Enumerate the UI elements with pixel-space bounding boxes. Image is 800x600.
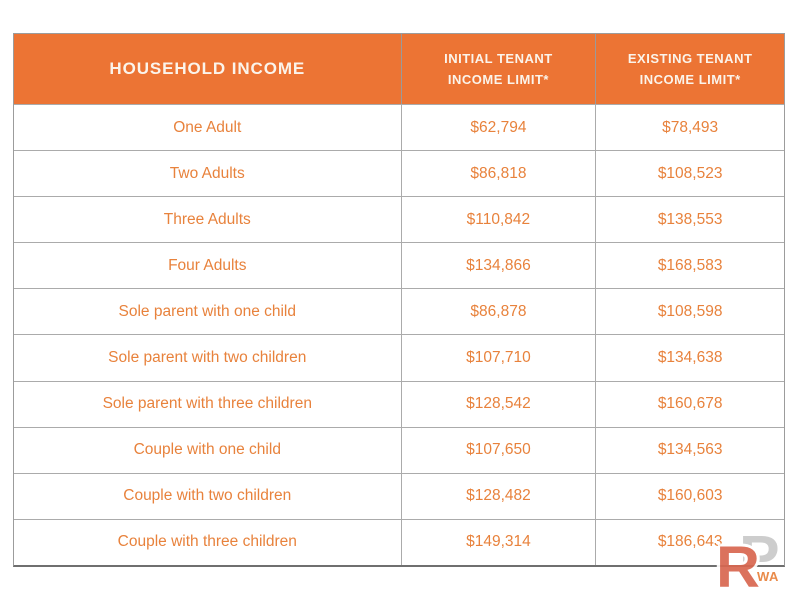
table-row: Two Adults $86,818 $108,523 (14, 150, 784, 197)
table-row: Sole parent with one child $86,878 $108,… (14, 288, 784, 335)
initial-limit-cell: $128,542 (400, 381, 596, 427)
table-row: One Adult $62,794 $78,493 (14, 104, 784, 151)
table-row: Couple with three children $149,314 $186… (14, 518, 784, 565)
existing-limit-cell: $168,583 (595, 243, 784, 289)
household-type-cell: Couple with two children (123, 487, 292, 505)
initial-limit-cell: $128,482 (400, 473, 596, 519)
existing-limit-cell: $160,678 (595, 381, 784, 427)
income-limits-table: HOUSEHOLD INCOME INITIAL TENANT INCOME L… (13, 33, 785, 567)
header-initial-line1: INITIAL TENANT (444, 51, 553, 66)
household-type-cell: Sole parent with two children (108, 349, 307, 367)
header-existing-line1: EXISTING TENANT (627, 51, 753, 66)
header-initial-line2: INCOME LIMIT* (447, 72, 549, 87)
initial-limit-cell: $110,842 (400, 197, 596, 243)
table-row: Couple with two children $128,482 $160,6… (14, 472, 784, 519)
header-existing-line2: INCOME LIMIT* (639, 72, 741, 87)
initial-limit-cell: $149,314 (400, 519, 596, 565)
household-type-cell: Three Adults (163, 210, 251, 228)
household-type-cell: One Adult (173, 118, 242, 136)
initial-limit-cell: $134,866 (400, 243, 596, 289)
existing-limit-cell: $108,598 (595, 289, 784, 335)
existing-limit-cell: $78,493 (595, 105, 784, 151)
existing-limit-cell: $134,563 (595, 427, 784, 473)
logo-suffix-wa: WA (757, 569, 779, 584)
initial-limit-cell: $62,794 (400, 105, 596, 151)
household-type-cell: Sole parent with three children (102, 395, 312, 413)
table-row: Three Adults $110,842 $138,553 (14, 196, 784, 243)
header-household-income: HOUSEHOLD INCOME (14, 34, 401, 104)
table-body: One Adult $62,794 $78,493 Two Adults $86… (14, 104, 784, 565)
household-type-cell: Two Adults (169, 164, 245, 182)
table-header-row: HOUSEHOLD INCOME INITIAL TENANT INCOME L… (14, 34, 784, 104)
existing-limit-cell: $160,603 (595, 473, 784, 519)
household-type-cell: Couple with three children (117, 533, 297, 551)
header-household-income-label: HOUSEHOLD INCOME (109, 59, 306, 78)
initial-limit-cell: $86,878 (400, 289, 596, 335)
table-row: Four Adults $134,866 $168,583 (14, 242, 784, 289)
table-row: Sole parent with three children $128,542… (14, 380, 784, 427)
table-row: Sole parent with two children $107,710 $… (14, 334, 784, 381)
initial-limit-cell: $86,818 (400, 151, 596, 197)
header-initial-tenant-limit: INITIAL TENANT INCOME LIMIT* (400, 34, 596, 104)
household-type-cell: Sole parent with one child (118, 302, 297, 320)
initial-limit-cell: $107,710 (400, 335, 596, 381)
header-existing-tenant-limit: EXISTING TENANT INCOME LIMIT* (595, 34, 784, 104)
existing-limit-cell: $138,553 (595, 197, 784, 243)
existing-limit-cell: $186,643 (595, 519, 784, 565)
household-type-cell: Four Adults (168, 256, 247, 274)
table-row: Couple with one child $107,650 $134,563 (14, 426, 784, 473)
initial-limit-cell: $107,650 (400, 427, 596, 473)
existing-limit-cell: $134,638 (595, 335, 784, 381)
household-type-cell: Couple with one child (133, 441, 281, 459)
existing-limit-cell: $108,523 (595, 151, 784, 197)
